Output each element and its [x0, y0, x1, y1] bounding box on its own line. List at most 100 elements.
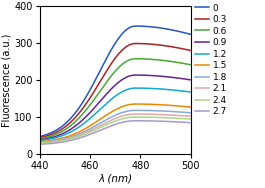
1.2: [189, 91, 192, 93]
0: [148, 26, 152, 28]
0.6: [189, 64, 192, 66]
0.3: [134, 42, 137, 45]
2.1: [133, 113, 136, 115]
Y-axis label: Fluorescence (a.u.): Fluorescence (a.u.): [2, 33, 12, 127]
1.5: [189, 106, 192, 108]
1.8: [189, 112, 192, 114]
0: [98, 71, 101, 73]
2.4: [38, 142, 41, 144]
1.2: [87, 118, 91, 121]
2.1: [189, 115, 192, 117]
1.5: [56, 138, 60, 140]
2.7: [189, 121, 192, 124]
0: [56, 128, 60, 130]
0.3: [56, 130, 60, 133]
2.7: [148, 120, 151, 122]
2.4: [134, 116, 137, 118]
X-axis label: λ (nm): λ (nm): [98, 174, 132, 184]
2.7: [148, 120, 152, 122]
0.9: [56, 134, 60, 137]
1.5: [148, 103, 152, 105]
2.4: [148, 116, 152, 118]
0.9: [134, 74, 137, 76]
1.8: [148, 109, 151, 112]
Line: 0.3: 0.3: [40, 43, 191, 138]
0.3: [38, 136, 41, 139]
1.8: [56, 139, 60, 141]
1.2: [148, 87, 151, 89]
1.2: [133, 87, 136, 89]
2.7: [87, 134, 91, 136]
2.1: [87, 130, 91, 132]
2.7: [56, 142, 60, 144]
2.1: [148, 113, 151, 115]
1.5: [87, 125, 91, 128]
Line: 2.1: 2.1: [40, 114, 191, 143]
0: [133, 25, 136, 27]
1.2: [148, 87, 152, 89]
2.1: [56, 140, 60, 142]
0.3: [189, 49, 192, 52]
Line: 1.8: 1.8: [40, 110, 191, 142]
0.9: [189, 79, 192, 81]
1.2: [98, 109, 101, 111]
1.8: [134, 109, 137, 111]
0: [87, 91, 91, 93]
1.5: [133, 103, 136, 105]
1.8: [148, 109, 152, 112]
0.9: [148, 74, 152, 77]
0.6: [38, 138, 41, 140]
2.7: [133, 120, 136, 122]
Line: 0: 0: [40, 26, 191, 136]
2.4: [87, 131, 91, 134]
0.6: [98, 91, 101, 93]
0.6: [56, 132, 60, 135]
1.8: [98, 122, 101, 125]
1.5: [38, 141, 41, 143]
2.1: [148, 113, 152, 115]
Line: 1.2: 1.2: [40, 88, 191, 141]
1.8: [87, 128, 91, 130]
1.2: [134, 87, 137, 89]
Legend: 0, 0.3, 0.6, 0.9, 1.2, 1.5, 1.8, 2.1, 2.4, 2.7: 0, 0.3, 0.6, 0.9, 1.2, 1.5, 1.8, 2.1, 2.…: [194, 3, 228, 117]
0: [148, 26, 151, 28]
Line: 2.7: 2.7: [40, 121, 191, 144]
1.8: [133, 109, 136, 111]
2.1: [134, 113, 137, 115]
1.2: [38, 139, 41, 142]
1.5: [98, 118, 101, 121]
2.4: [189, 118, 192, 120]
1.5: [148, 103, 151, 105]
0.6: [87, 105, 91, 108]
0.3: [98, 81, 101, 84]
2.4: [148, 116, 151, 118]
1.8: [38, 141, 41, 143]
2.7: [134, 120, 137, 122]
0.9: [38, 139, 41, 141]
0.9: [133, 74, 136, 76]
0.3: [148, 43, 152, 45]
2.1: [98, 125, 101, 127]
Line: 0.6: 0.6: [40, 59, 191, 139]
0: [134, 25, 137, 27]
0.6: [148, 58, 151, 60]
0.9: [87, 113, 91, 115]
2.4: [98, 127, 101, 129]
Line: 1.5: 1.5: [40, 104, 191, 142]
0.9: [98, 101, 101, 103]
0.9: [148, 74, 151, 77]
0.6: [133, 58, 136, 60]
0.3: [87, 98, 91, 101]
Line: 2.4: 2.4: [40, 117, 191, 143]
0: [38, 135, 41, 138]
0.6: [134, 58, 137, 60]
0.6: [148, 58, 152, 60]
1.5: [134, 103, 137, 105]
2.7: [98, 129, 101, 132]
Line: 0.9: 0.9: [40, 75, 191, 140]
2.4: [56, 140, 60, 143]
0.3: [133, 42, 136, 45]
0.3: [148, 43, 151, 45]
2.1: [38, 142, 41, 144]
1.2: [56, 136, 60, 138]
